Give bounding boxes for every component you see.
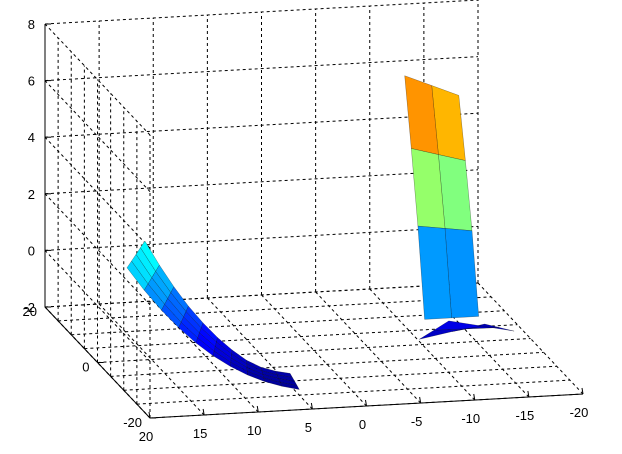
left-surface-cell: [280, 382, 300, 390]
x-tick: [527, 390, 530, 398]
x-tick-label: 0: [359, 417, 366, 432]
x-tick-label: -5: [411, 414, 423, 429]
floor-grid-line: [369, 288, 476, 401]
x-tick-label: 15: [193, 426, 207, 441]
surfaces: [126, 75, 515, 390]
z-tick-label: 8: [28, 17, 35, 32]
x-tick-label: -10: [461, 411, 480, 426]
floor-grid-line: [97, 338, 531, 363]
floor-grid-line: [477, 282, 584, 395]
x-tick: [256, 405, 259, 413]
back-wall-grid-line: [44, 282, 479, 308]
back-wall-grid-line: [44, 0, 479, 25]
side-wall-grid-line: [44, 80, 151, 192]
x-tick-label: 20: [139, 429, 153, 444]
axes-box: [44, 23, 584, 419]
floor-grid-line: [136, 379, 570, 405]
x-tick-label: 10: [247, 423, 261, 438]
right-fin-cell: [433, 320, 482, 331]
y-tick-label: -20: [123, 415, 142, 430]
x-tick: [365, 399, 367, 407]
right-fin-cell: [419, 328, 467, 340]
side-wall-grid-line: [44, 193, 151, 306]
x-tick: [419, 396, 422, 404]
y-tick-label: 0: [82, 360, 89, 375]
back-wall-grid-line: [44, 56, 479, 82]
floor-grid-line: [261, 294, 367, 407]
floor-grid-line: [315, 291, 421, 404]
z-tick-label: 0: [28, 243, 35, 258]
z-tick-label: 2: [28, 187, 35, 202]
back-wall-grid-line: [44, 112, 479, 138]
z-tick-label: 4: [28, 130, 35, 145]
side-wall-grid-line: [44, 136, 151, 249]
x-tick: [202, 408, 205, 416]
y-tick-label: 20: [23, 304, 37, 319]
floor-grid-line: [110, 351, 544, 377]
right-surface-cell: [417, 225, 452, 320]
grid-lines: [44, 0, 584, 419]
side-wall-grid-line: [44, 23, 151, 136]
x-tick-label: -20: [570, 405, 589, 420]
back-wall-grid-line: [44, 169, 479, 195]
x-tick: [581, 387, 584, 395]
x-tick-label: -15: [515, 408, 534, 423]
x-tick: [310, 402, 313, 410]
x-tick-label: 5: [305, 420, 312, 435]
floor-grid-line: [123, 365, 557, 391]
x-tick: [473, 393, 476, 401]
side-wall-grid-line: [44, 250, 151, 362]
floor-grid-line: [58, 296, 492, 322]
z-tick-label: 6: [28, 74, 35, 89]
x-tick: [148, 411, 151, 419]
floor-grid-line: [98, 303, 205, 416]
z-tick-label: -2: [23, 300, 35, 315]
floor-grid-line: [207, 297, 313, 410]
back-wall-grid-line: [44, 225, 479, 251]
